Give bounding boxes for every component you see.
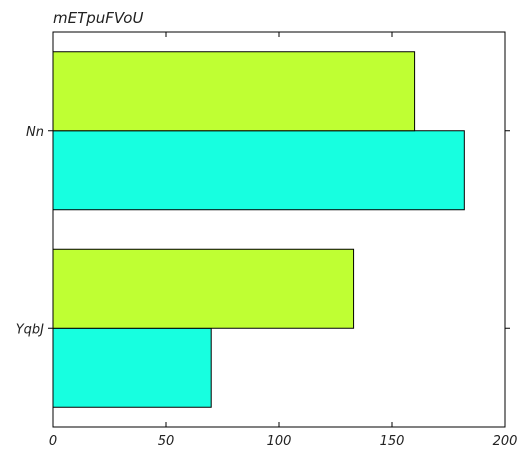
x-tick-label: 150 [380, 434, 405, 449]
x-tick-label: 100 [267, 434, 292, 449]
bars-group [52, 51, 465, 408]
x-tick-label: 0 [49, 434, 57, 449]
chart-title: mETpuFVoU [53, 9, 143, 27]
x-tick-label: 50 [158, 434, 175, 449]
bar-YqbJ-series-0 [52, 327, 212, 408]
bar-Nn-series-1 [52, 51, 416, 132]
bar-Nn-series-0 [52, 130, 465, 211]
ticks-group: YqbJ Nn 0 50 100 150 200 [16, 32, 518, 449]
y-tick-label: YqbJ [16, 322, 44, 337]
plot-frame [52, 31, 506, 428]
x-tick-label: 200 [493, 434, 518, 449]
bar-YqbJ-series-1 [52, 248, 355, 329]
y-tick-label: Nn [26, 125, 44, 140]
